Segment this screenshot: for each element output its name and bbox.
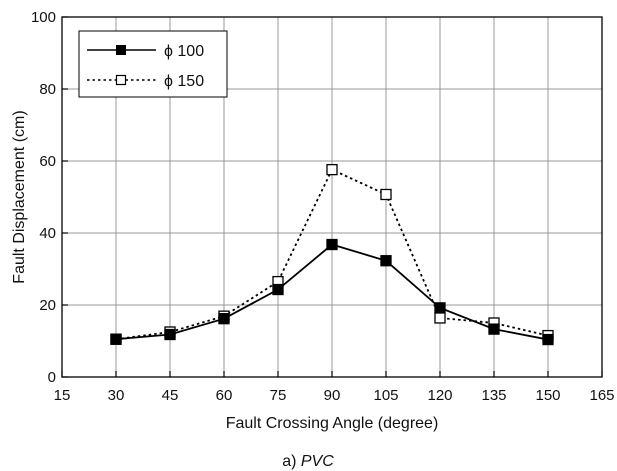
series-2-point [326,163,338,176]
legend: ϕ 100 ϕ 150 [78,30,228,98]
x-tick-label: 60 [216,387,233,404]
series-1-point [326,238,338,251]
series-1-point [434,302,446,314]
legend-label-series-1: ϕ 100 [164,43,204,60]
axis-ticks: 15 30 45 60 75 90 105 120 135 150 165 0 20 40 60 80 100 [31,9,615,404]
legend-marker-series-2 [115,74,127,86]
x-tick-label: 75 [270,387,287,404]
y-tick-label: 60 [39,153,56,170]
x-tick-label: 165 [589,387,614,404]
figure-caption: a) PVC [282,453,334,470]
series-1-point [218,313,230,325]
series-1-point [110,333,122,345]
x-tick-label: 105 [373,387,398,404]
series-1-point [488,323,500,335]
series-1-point [164,328,176,341]
y-tick-label: 40 [39,225,56,242]
series-2-point [380,188,392,201]
y-tick-label: 80 [39,81,56,98]
legend-box [78,30,228,98]
x-tick-label: 120 [427,387,452,404]
x-tick-label: 45 [162,387,179,404]
x-tick-label: 135 [481,387,506,404]
y-tick-label: 100 [31,9,56,26]
x-tick-label: 150 [535,387,560,404]
caption-prefix: a) [282,453,301,470]
legend-label-series-2: ϕ 150 [164,73,204,90]
x-tick-label: 90 [324,387,341,404]
caption-material: PVC [301,453,334,470]
series-1-point [272,283,284,296]
x-tick-label: 30 [108,387,125,404]
y-tick-label: 0 [48,369,56,386]
x-axis-label: Fault Crossing Angle (degree) [226,415,439,432]
series-2-point [434,312,446,324]
series-1-point [542,333,554,346]
y-tick-label: 20 [39,297,56,314]
series-1-point [380,255,392,267]
y-axis-label: Fault Displacement (cm) [11,110,28,283]
series-layer [110,163,554,346]
x-tick-label: 15 [54,387,71,404]
legend-marker-series-1 [116,45,126,55]
series-1 [110,238,554,346]
